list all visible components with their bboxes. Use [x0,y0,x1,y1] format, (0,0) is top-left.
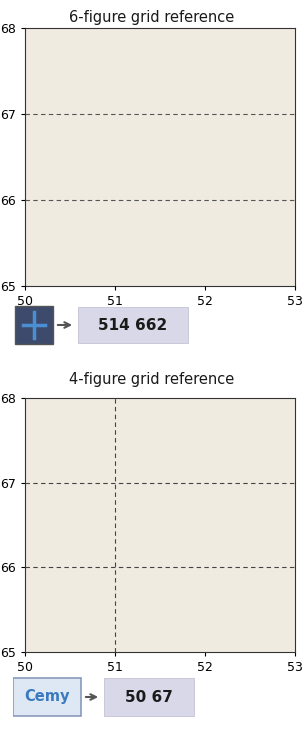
Text: Cemy: Cemy [24,690,70,704]
Text: 50 67: 50 67 [125,690,173,704]
FancyBboxPatch shape [78,307,188,343]
Text: 4-figure grid reference: 4-figure grid reference [69,372,235,387]
Text: 514 662: 514 662 [98,318,168,332]
FancyBboxPatch shape [13,678,81,716]
Text: 6-figure grid reference: 6-figure grid reference [69,10,235,25]
FancyBboxPatch shape [104,678,194,716]
FancyBboxPatch shape [15,306,53,344]
